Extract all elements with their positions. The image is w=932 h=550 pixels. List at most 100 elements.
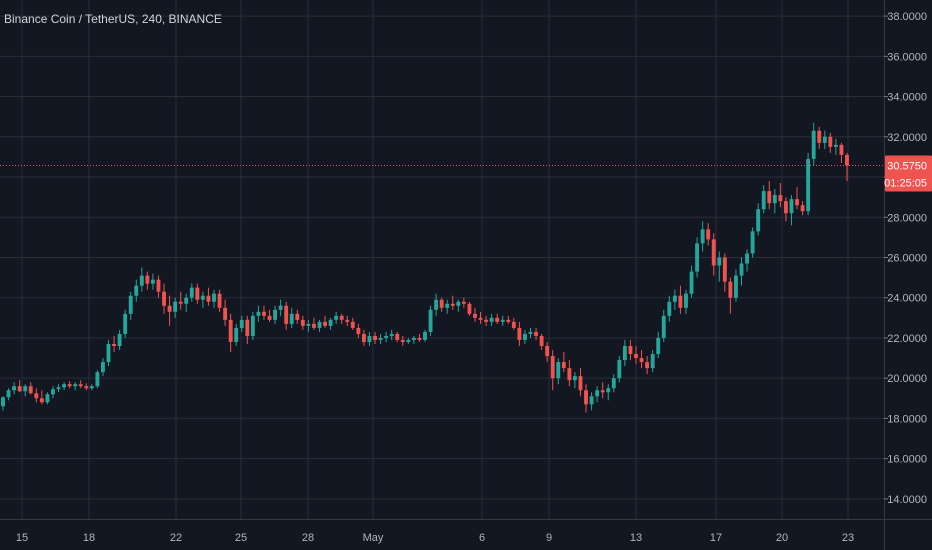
- candle-body: [12, 386, 17, 391]
- candle-body: [195, 287, 200, 300]
- x-tick-label: 18: [83, 532, 95, 544]
- y-tick-label: 26.0000: [887, 252, 927, 264]
- candle-body: [306, 323, 311, 326]
- candle-body: [611, 378, 616, 389]
- candle-body: [806, 158, 811, 212]
- candle-body: [378, 337, 383, 340]
- candle-body: [783, 201, 788, 214]
- candle-body: [789, 199, 794, 214]
- candle-body: [795, 199, 799, 206]
- candle-body: [150, 279, 155, 284]
- candle-body: [323, 321, 327, 326]
- candle-body: [833, 144, 838, 147]
- candle-body: [206, 295, 211, 302]
- y-tick-label: 24.0000: [887, 293, 927, 305]
- candle-body: [523, 333, 527, 340]
- y-tick-label: 14.0000: [887, 494, 927, 506]
- candle-body: [778, 195, 783, 202]
- candle-body: [67, 384, 72, 387]
- candle-body: [506, 319, 511, 322]
- candle-body: [767, 191, 772, 204]
- candle-body: [439, 299, 444, 308]
- candle-body: [267, 315, 272, 320]
- candle-body: [73, 384, 78, 387]
- candle-body: [212, 293, 216, 302]
- y-tick-label: 28.0000: [887, 212, 927, 224]
- candle-body: [589, 396, 594, 405]
- chart-title: Binance Coin / TetherUS, 240, BINANCE: [4, 12, 222, 26]
- candle-body: [28, 386, 33, 394]
- candle-body: [78, 384, 83, 387]
- candle-body: [62, 384, 67, 388]
- candle-body: [450, 303, 455, 306]
- candle-body: [428, 309, 433, 332]
- candle-body: [811, 130, 816, 159]
- candle-body: [467, 303, 472, 314]
- candle-body: [112, 343, 116, 346]
- candle-body: [34, 393, 39, 399]
- candle-body: [106, 343, 111, 363]
- candle-body: [256, 311, 261, 316]
- candle-body: [101, 362, 105, 373]
- candle-body: [6, 390, 11, 398]
- candle-body: [528, 331, 533, 334]
- candle-body: [517, 327, 522, 340]
- candle-body: [1, 397, 5, 407]
- candle-body: [228, 319, 233, 342]
- candle-body: [373, 335, 377, 340]
- y-tick-label: 20.0000: [887, 373, 927, 385]
- candle-body: [184, 297, 189, 304]
- candle-body: [822, 136, 827, 143]
- candle-body: [634, 354, 638, 359]
- candle-body: [134, 285, 139, 296]
- price-badge-value: 30.5750: [887, 160, 927, 172]
- candle-body: [356, 327, 361, 334]
- price-badge: [885, 155, 932, 192]
- candle-body: [672, 295, 677, 302]
- candle-body: [178, 301, 183, 304]
- candle-body: [667, 301, 672, 316]
- candle-body: [484, 319, 489, 322]
- candle-body: [139, 275, 144, 286]
- x-tick-label: 15: [16, 532, 28, 544]
- candle-body: [262, 311, 266, 316]
- candle-body: [495, 317, 500, 322]
- x-tick-label: 6: [479, 532, 485, 544]
- candle-body: [567, 368, 572, 381]
- candle-body: [17, 386, 22, 392]
- candle-body: [684, 293, 688, 308]
- candle-body: [273, 309, 278, 320]
- candle-body: [706, 229, 711, 240]
- candle-body: [239, 319, 244, 328]
- y-tick-label: 22.0000: [887, 333, 927, 345]
- candle-body: [756, 209, 761, 232]
- candle-body: [695, 243, 700, 272]
- candle-body: [639, 358, 644, 363]
- candle-body: [350, 321, 355, 328]
- candle-body: [645, 362, 650, 369]
- candle-body: [300, 319, 305, 326]
- candle-body: [828, 136, 833, 147]
- candle-body: [56, 387, 61, 390]
- y-tick-label: 34.0000: [887, 92, 927, 104]
- candle-body: [545, 346, 550, 357]
- candle-body: [417, 337, 422, 340]
- x-tick-label: 13: [630, 532, 642, 544]
- candle-body: [728, 281, 733, 298]
- candle-body: [312, 323, 316, 328]
- candle-body: [561, 362, 566, 369]
- candle-body: [539, 335, 544, 346]
- candle-body: [317, 321, 322, 328]
- x-tick-label: 20: [776, 532, 788, 544]
- candle-body: [123, 313, 128, 334]
- candle-body: [173, 301, 178, 312]
- candle-body: [734, 275, 738, 298]
- candle-body: [500, 319, 505, 322]
- candle-body: [23, 386, 28, 392]
- candle-body: [534, 331, 538, 336]
- y-tick-label: 16.0000: [887, 454, 927, 466]
- candle-body: [745, 253, 749, 264]
- x-tick-label: 25: [235, 532, 247, 544]
